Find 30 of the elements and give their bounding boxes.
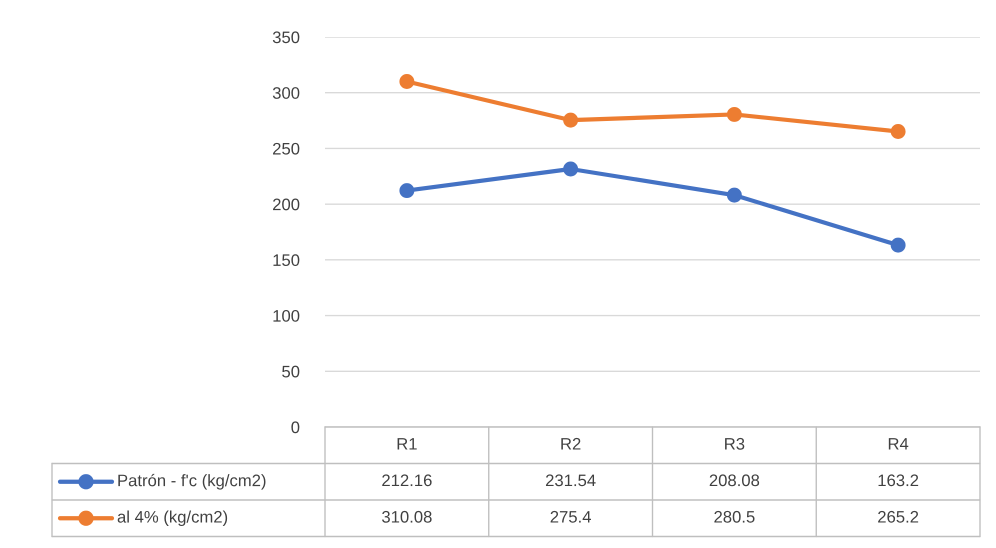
data-label: 212.16 [382, 474, 432, 486]
y-tick-label: 100 [273, 310, 300, 322]
point [726, 188, 742, 203]
data-label: 265.2 [878, 510, 918, 523]
legend-label: al 4% (kg/cm2) [118, 510, 228, 526]
x-tick-label: R2 [561, 438, 580, 450]
y-tick-label: 0 [291, 421, 300, 434]
legend-label: Patrón - f'c (kg/cm2) [118, 474, 266, 490]
y-tick-label: 200 [273, 198, 300, 210]
y-tick-label: 50 [282, 366, 300, 378]
data-label: 310.08 [382, 510, 432, 523]
point [399, 74, 414, 89]
y-tick-label: 250 [273, 142, 300, 155]
x-tick-label: R1 [398, 438, 417, 450]
y-tick-label: 300 [272, 87, 300, 99]
point [726, 106, 742, 122]
y-tick-label: 350 [272, 31, 300, 44]
point [890, 238, 906, 253]
data-label: 163.2 [878, 474, 918, 486]
data-label: 231.54 [546, 474, 596, 486]
point [563, 162, 578, 176]
point [563, 112, 578, 128]
data-label: 208.08 [710, 474, 760, 486]
x-tick-label: R3 [725, 438, 744, 450]
point [399, 183, 414, 198]
point [890, 124, 906, 139]
data-label: 280.5 [714, 510, 755, 523]
y-tick-label: 150 [273, 254, 300, 266]
data-label: 275.4 [550, 510, 591, 523]
x-tick-label: R4 [888, 438, 908, 450]
